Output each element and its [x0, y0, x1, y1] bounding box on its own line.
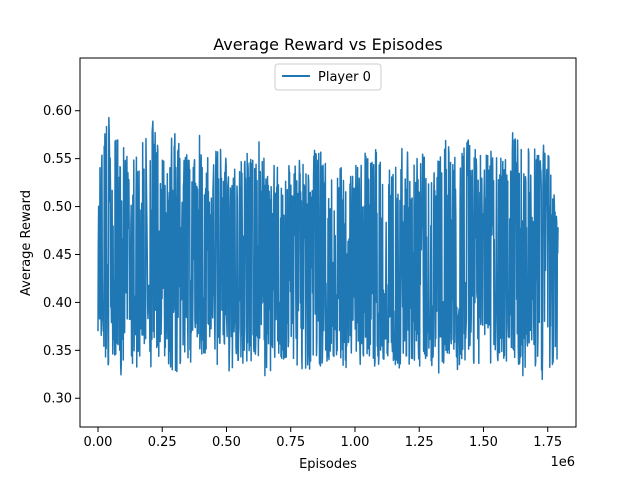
plot-frame — [79, 57, 577, 428]
chart-title: Average Reward vs Episodes — [213, 35, 443, 54]
x-axis-label: Episodes — [299, 457, 357, 472]
series-line-player-0 — [97, 116, 559, 381]
y-axis: 0.30 0.35 0.40 0.45 0.50 0.55 0.60 — [43, 104, 80, 407]
y-tick-label: 0.40 — [43, 296, 72, 311]
y-tick-label: 0.45 — [43, 248, 72, 263]
y-axis-label: Average Reward — [19, 190, 34, 296]
legend: Player 0 — [274, 63, 382, 91]
x-tick-label: 1.00 — [341, 435, 370, 450]
x-tick-label: 0.25 — [148, 435, 177, 450]
x-tick-label: 0.00 — [84, 435, 113, 450]
y-tick-label: 0.35 — [43, 344, 72, 359]
y-tick-label: 0.60 — [43, 104, 72, 119]
x-axis-offset-label: 1e6 — [550, 455, 575, 470]
x-tick-label: 0.75 — [276, 435, 305, 450]
y-tick-label: 0.30 — [43, 392, 72, 407]
legend-label-player-0: Player 0 — [318, 70, 371, 85]
legend-box — [274, 63, 382, 91]
x-tick-label: 0.50 — [212, 435, 241, 450]
y-tick-label: 0.55 — [43, 152, 72, 167]
y-tick-label: 0.50 — [43, 200, 72, 215]
x-tick-label: 1.25 — [405, 435, 434, 450]
series-layer — [97, 116, 559, 381]
x-axis: 0.00 0.25 0.50 0.75 1.00 1.25 1.50 1.75 — [84, 427, 562, 450]
x-tick-label: 1.50 — [469, 435, 498, 450]
x-tick-label: 1.75 — [533, 435, 562, 450]
